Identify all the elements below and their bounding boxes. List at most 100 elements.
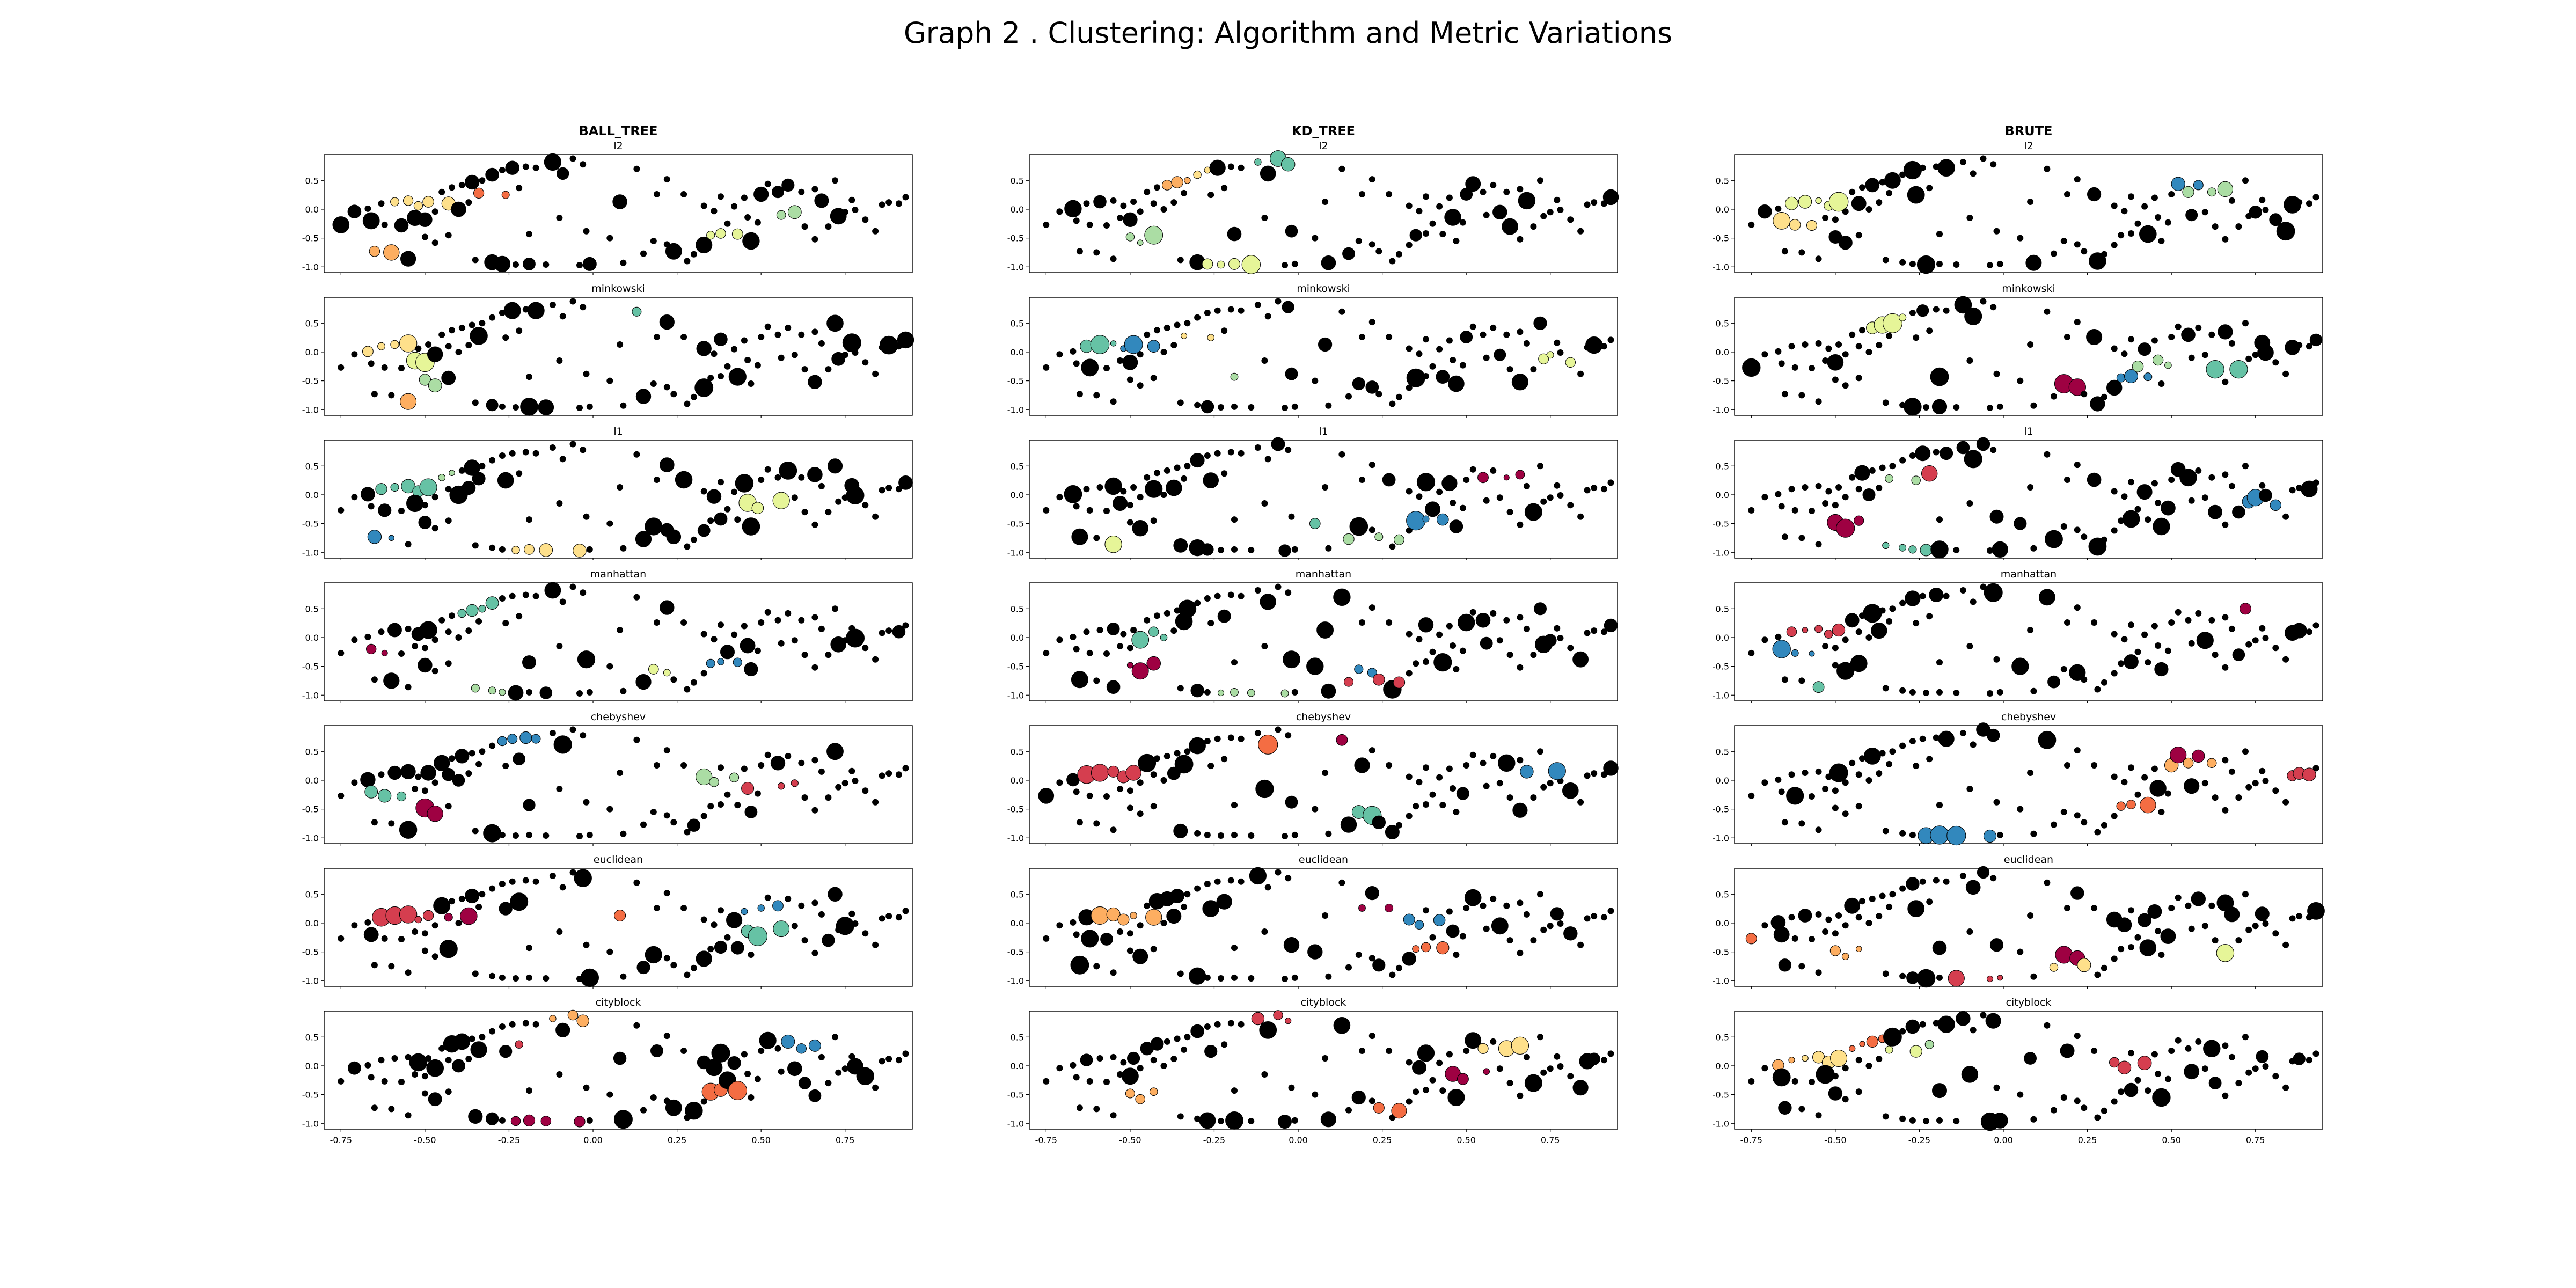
data-point bbox=[2151, 1051, 2158, 1058]
data-point bbox=[1373, 674, 1385, 686]
data-point bbox=[1137, 382, 1144, 389]
data-point bbox=[1970, 1027, 1977, 1034]
data-point bbox=[1231, 516, 1238, 523]
data-point bbox=[1254, 444, 1261, 451]
data-point bbox=[1093, 535, 1100, 541]
data-point bbox=[714, 512, 728, 526]
data-point bbox=[1855, 946, 1862, 952]
data-point bbox=[1931, 399, 1948, 415]
data-point bbox=[1173, 823, 1188, 838]
y-tick-label: -0.5 bbox=[1713, 804, 1729, 815]
data-point bbox=[711, 350, 718, 357]
data-point bbox=[1572, 651, 1589, 668]
data-point bbox=[2091, 1048, 2098, 1054]
y-tick-label: -0.5 bbox=[302, 804, 319, 815]
data-point bbox=[2145, 516, 2151, 523]
data-point bbox=[1103, 1079, 1110, 1085]
data-point bbox=[470, 1041, 487, 1058]
data-point bbox=[740, 638, 756, 654]
data-point bbox=[1070, 633, 1077, 640]
data-point bbox=[1204, 1045, 1218, 1058]
data-point bbox=[2087, 472, 2102, 487]
data-point bbox=[879, 201, 885, 208]
data-point bbox=[696, 236, 713, 254]
data-point bbox=[1838, 236, 1853, 250]
data-point bbox=[2101, 822, 2107, 829]
data-point bbox=[1344, 677, 1353, 687]
data-point bbox=[2222, 807, 2229, 814]
data-point bbox=[696, 341, 712, 356]
data-point bbox=[1189, 967, 1206, 985]
data-point bbox=[818, 625, 825, 632]
data-point bbox=[2289, 487, 2296, 494]
data-point bbox=[1106, 680, 1121, 694]
data-point bbox=[741, 908, 748, 916]
data-point bbox=[774, 617, 781, 624]
data-point bbox=[1086, 221, 1093, 228]
data-point bbox=[1385, 904, 1394, 912]
data-point bbox=[1554, 482, 1561, 489]
data-point bbox=[1218, 404, 1224, 411]
data-point bbox=[1990, 447, 1997, 453]
data-point bbox=[1517, 949, 1524, 956]
data-point bbox=[1540, 926, 1547, 933]
data-point bbox=[412, 643, 419, 649]
data-point bbox=[633, 1022, 640, 1029]
data-point bbox=[2242, 463, 2249, 470]
data-point bbox=[862, 216, 869, 223]
data-point bbox=[1961, 1066, 1979, 1083]
data-point bbox=[1413, 1088, 1419, 1095]
data-point bbox=[2147, 904, 2162, 919]
data-point bbox=[818, 340, 825, 347]
data-point bbox=[1567, 216, 1574, 223]
data-point bbox=[1238, 1021, 1245, 1028]
axes-frame bbox=[1734, 1011, 2323, 1130]
data-point bbox=[483, 824, 501, 843]
data-point bbox=[1137, 1065, 1144, 1072]
x-tick-label: 0.25 bbox=[2078, 1135, 2097, 1145]
data-point bbox=[1207, 334, 1214, 341]
data-point bbox=[2074, 319, 2081, 326]
data-point bbox=[1802, 341, 1809, 348]
data-point bbox=[1406, 1059, 1413, 1066]
data-point bbox=[700, 916, 707, 923]
data-point bbox=[706, 658, 715, 668]
data-point bbox=[1458, 613, 1475, 632]
data-point bbox=[425, 1055, 432, 1062]
data-point bbox=[1359, 477, 1365, 483]
data-point bbox=[499, 167, 506, 173]
data-point bbox=[787, 205, 802, 219]
data-point bbox=[455, 349, 462, 355]
data-point bbox=[1986, 728, 2000, 742]
data-point bbox=[2137, 1056, 2152, 1070]
axes-frame bbox=[324, 1011, 913, 1130]
data-point bbox=[1512, 802, 1528, 818]
data-point bbox=[1842, 208, 1849, 215]
data-point bbox=[872, 1084, 879, 1091]
data-point bbox=[879, 487, 885, 494]
data-point bbox=[1822, 643, 1829, 649]
data-point bbox=[2124, 1082, 2139, 1097]
data-point bbox=[1835, 484, 1842, 491]
data-point bbox=[1865, 206, 1872, 213]
data-point bbox=[744, 357, 751, 363]
data-point bbox=[1228, 258, 1240, 270]
data-point bbox=[553, 735, 572, 754]
data-point bbox=[405, 625, 412, 632]
data-point bbox=[1120, 488, 1127, 495]
data-point bbox=[1429, 648, 1436, 655]
data-point bbox=[729, 772, 740, 782]
subplot-title: manhattan bbox=[2001, 568, 2057, 580]
data-point bbox=[2128, 907, 2134, 914]
data-point bbox=[1291, 260, 1298, 267]
data-point bbox=[2184, 778, 2200, 794]
data-point bbox=[1093, 1106, 1100, 1113]
data-point bbox=[1866, 1035, 1878, 1048]
data-point bbox=[718, 479, 724, 486]
data-point bbox=[1530, 937, 1537, 944]
y-tick-label: 0.5 bbox=[1716, 175, 1729, 186]
data-point bbox=[1221, 327, 1228, 334]
data-point bbox=[1591, 485, 1598, 492]
data-point bbox=[1416, 473, 1436, 492]
data-point bbox=[2074, 241, 2081, 248]
